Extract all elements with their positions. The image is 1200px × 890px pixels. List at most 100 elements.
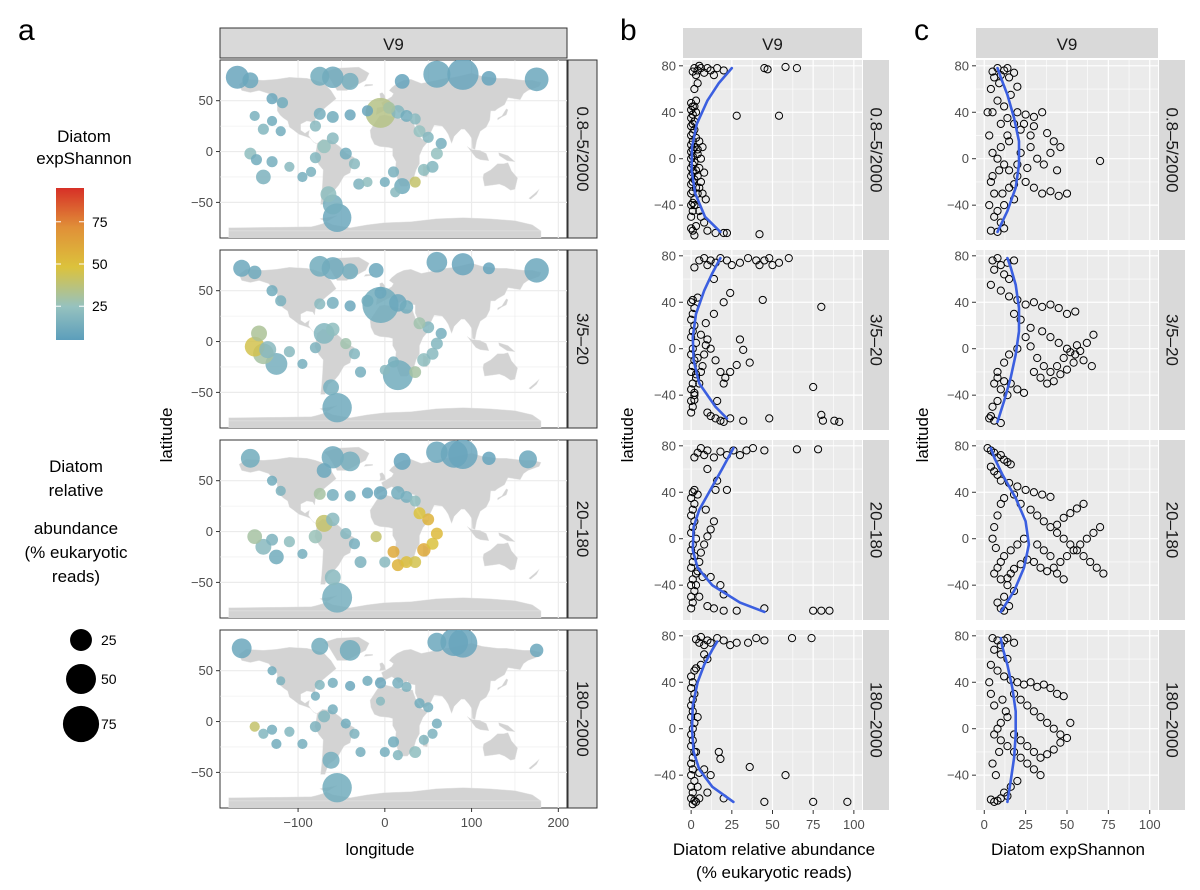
scatter-point: [1036, 373, 1045, 382]
map-station-point: [297, 548, 308, 560]
scatter-point: [765, 254, 774, 263]
map-station-point: [422, 131, 434, 143]
scatter-point: [709, 453, 719, 462]
x-axis-title-line2: (% eukaryotic reads): [696, 863, 852, 882]
facet-panel: −40 0 40 80 20–180: [654, 438, 889, 620]
map-station-point: [518, 450, 537, 469]
scatter-point: [996, 736, 1005, 745]
map-station-point: [249, 721, 260, 732]
scatter-point: [988, 148, 997, 158]
scatter-point: [716, 447, 725, 456]
scatter-point: [693, 79, 702, 88]
map-station-point: [340, 338, 352, 350]
scatter-point: [687, 759, 696, 768]
scatter-point: [809, 606, 818, 615]
scatter-point: [781, 62, 790, 72]
loess-trend-line: [996, 66, 1021, 234]
scatter-point: [1003, 131, 1012, 140]
facet-strip-right-label: 20–180: [573, 501, 592, 558]
scatter-point: [990, 730, 999, 739]
map-station-point: [374, 286, 387, 299]
land-mass: [497, 678, 509, 691]
map-station-point: [340, 528, 352, 540]
scatter-point: [696, 548, 706, 557]
scatter-point: [807, 634, 816, 643]
scatter-point: [690, 201, 699, 210]
map-station-point: [348, 348, 361, 360]
facet-panel: −40 0 40 80 0.8–5/2000: [654, 58, 889, 240]
scatter-point: [1029, 183, 1039, 192]
land-mass: [498, 532, 516, 542]
scatter-point: [1039, 517, 1048, 526]
y-tick-label: 40: [955, 675, 969, 690]
scatter-point: [1000, 672, 1009, 681]
scatter-point: [1026, 131, 1035, 140]
land-mass: [482, 352, 518, 381]
x-tick-label: 75: [806, 817, 820, 832]
scatter-point: [1000, 592, 1009, 601]
scatter-point: [1039, 160, 1048, 169]
scatter-point: [716, 367, 725, 377]
scatter-point: [1033, 154, 1042, 163]
scatter-point: [745, 762, 754, 772]
y-tick-label: 0: [962, 341, 969, 356]
land-mass: [228, 420, 542, 428]
scatter-point: [719, 379, 728, 388]
scatter-point: [1026, 505, 1035, 514]
map-station-point: [266, 156, 278, 168]
land-mass: [375, 262, 542, 340]
scatter-point: [732, 638, 741, 647]
scatter-point: [1092, 563, 1101, 572]
y-tick-label: 0: [669, 151, 676, 166]
size-legend-title-line2: relative: [49, 481, 104, 500]
scatter-point: [703, 464, 712, 474]
map-station-point: [382, 360, 413, 391]
scatter-point: [701, 319, 710, 328]
facet-strip-right-label: 20–180: [867, 502, 886, 559]
scatter-point: [719, 417, 728, 426]
scatter-point: [986, 689, 995, 698]
size-legend-circle: [66, 664, 96, 694]
scatter-point: [726, 367, 735, 377]
scatter-point: [706, 344, 715, 353]
scatter-point: [817, 410, 826, 420]
scatter-point: [1054, 338, 1063, 348]
panel-a-map: V9 −50 0 50 0.8–5/2000 −50 0 50 3/5–20 −50 0 50 20–1…: [157, 27, 598, 859]
scatter-point: [1003, 113, 1012, 123]
scatter-point: [1071, 307, 1080, 316]
scatter-point: [1029, 122, 1039, 131]
map-station-point: [349, 728, 360, 739]
scatter-point: [1059, 692, 1068, 701]
scatter-point: [1046, 300, 1055, 309]
scatter-point: [1013, 776, 1022, 786]
map-station-point: [524, 67, 549, 92]
facet-strip-right: [1159, 250, 1185, 430]
map-station-point: [413, 507, 426, 520]
scatter-point: [695, 592, 704, 601]
scatter-point: [745, 358, 754, 367]
y-tick-label: 80: [662, 248, 676, 263]
map-station-point: [283, 346, 295, 358]
scatter-point: [701, 505, 710, 514]
map-station-point: [426, 347, 439, 360]
map-station-point: [354, 556, 367, 569]
scatter-point: [726, 288, 735, 298]
scatter-point: [735, 450, 745, 460]
scatter-point: [990, 522, 999, 532]
scatter-point: [986, 177, 995, 187]
x-tick-label: −100: [283, 815, 312, 830]
map-station-point: [247, 529, 263, 544]
facet-content: [985, 634, 1075, 806]
y-tick-label: −40: [947, 578, 969, 593]
scatter-point: [687, 493, 696, 503]
scatter-point: [1056, 738, 1065, 747]
scatter-point: [1013, 482, 1022, 491]
map-station-point: [266, 285, 278, 297]
map-station-point: [413, 125, 426, 138]
facet-strip-top: [976, 28, 1158, 58]
facet-content: [228, 251, 549, 428]
panel-c-shannon-scatter: V9 −40 0 40 80 0.8–5/2000 −40 0 40 80 3/5–20 −40 0 40…: [913, 28, 1185, 859]
x-tick-label: 0: [381, 815, 388, 830]
facet-content: [983, 444, 1108, 615]
map-station-point: [362, 286, 399, 324]
